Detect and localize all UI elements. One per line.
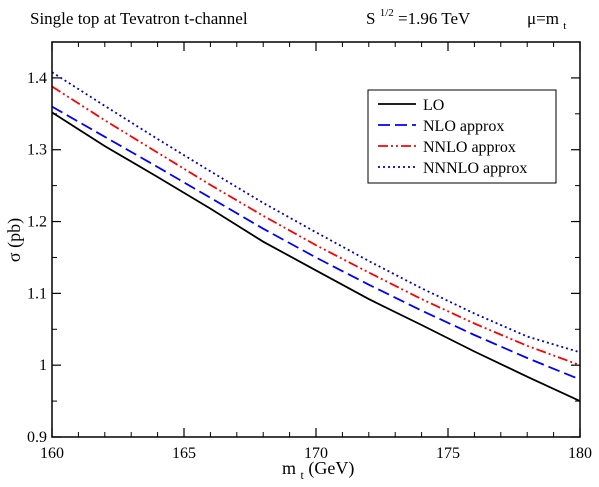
series-line-nnnlo-approx (51, 71, 581, 354)
y-tick-label: 1.1 (27, 285, 47, 302)
x-tick-label: 160 (40, 445, 64, 462)
series-layer (51, 71, 581, 402)
legend-label-nlo-approx: NLO approx (423, 118, 504, 135)
title-energy-value: =1.96 TeV (398, 9, 471, 28)
y-axis-label: σ (pb) (4, 218, 25, 262)
series-line-nlo-approx (51, 105, 581, 381)
tick-layer: 160 165 170 175 180 0.9 1 1.1 1.2 1.3 1.4 (27, 42, 592, 462)
x-axis-label-base: m (282, 458, 296, 478)
legend-label-lo: LO (423, 97, 444, 114)
title-process: Single top at Tevatron t-channel (30, 9, 248, 28)
x-axis-label-sub: t (301, 468, 305, 482)
y-tick-label: 1.4 (27, 70, 47, 87)
plot-frame (51, 41, 581, 438)
y-tick-label: 1.2 (27, 214, 47, 231)
y-tick-label: 0.9 (27, 429, 47, 446)
x-tick-label: 175 (436, 445, 460, 462)
x-tick-label: 170 (304, 445, 328, 462)
x-axis-label: m t (GeV) (282, 458, 354, 483)
legend-label-nnnlo-approx: NNNLO approx (423, 160, 527, 177)
x-tick-label: 165 (172, 445, 196, 462)
chart-title: Single top at Tevatron t-channel S 1/2 =… (30, 1, 566, 32)
series-line-lo (51, 111, 581, 402)
series-line-nnlo-approx (51, 85, 581, 367)
y-tick-label: 1.3 (27, 142, 47, 159)
title-scale-sub: t (563, 20, 566, 32)
x-axis-label-rest: (GeV) (308, 458, 354, 479)
title-scale-base: μ=m (527, 9, 559, 28)
x-tick-label: 180 (568, 445, 592, 462)
title-energy-sup: 1/2 (380, 7, 394, 19)
legend: LO NLO approx NNLO approx NNNLO approx (367, 89, 557, 184)
y-tick-label: 1 (39, 357, 47, 374)
title-energy-base: S (366, 9, 375, 28)
legend-label-nnlo-approx: NNLO approx (423, 139, 516, 156)
